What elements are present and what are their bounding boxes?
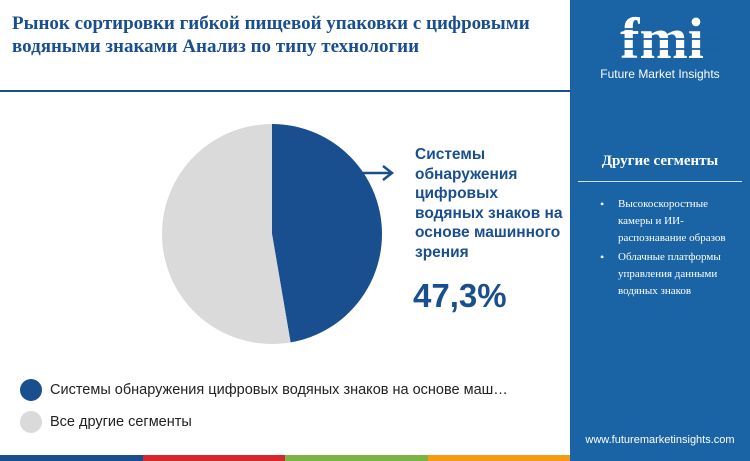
sidebar-item-cloud: Облачные платформы управления данными во…	[578, 249, 728, 300]
legend-label-1: Все другие сегменты	[50, 414, 192, 430]
callout-value: 47,3%	[413, 277, 507, 314]
legend-item-other: Все другие сегменты	[20, 406, 508, 438]
pie-slice-0	[272, 124, 382, 343]
page-title: Рынок сортировки гибкой пищевой упаковки…	[12, 13, 530, 57]
legend-swatch-1	[20, 411, 42, 433]
callout-arrow-icon	[358, 165, 395, 181]
chart-legend: Системы обнаружения цифровых водяных зна…	[20, 374, 508, 438]
sidebar-item-cameras: Высокоскоростные камеры и ИИ-распознаван…	[578, 196, 728, 247]
footer-url[interactable]: www.futuremarketinsights.com	[585, 434, 735, 446]
legend-item-machine-vision: Системы обнаружения цифровых водяных зна…	[20, 374, 508, 406]
title-divider	[0, 90, 570, 92]
fmi-logo: fmi	[602, 8, 722, 68]
pie-chart	[162, 124, 382, 344]
sidebar-heading: Другие сегменты	[601, 153, 719, 169]
bottom-color-bar	[0, 455, 570, 461]
logo-subtitle: Future Market Insights	[600, 67, 720, 81]
sidebar-list: Высокоскоростные камеры и ИИ-распознаван…	[578, 196, 728, 302]
legend-swatch-0	[20, 379, 42, 401]
pie-slice-1	[162, 124, 291, 344]
callout-label: Системы обнаружения цифровых водяных зна…	[415, 146, 563, 261]
legend-label-0: Системы обнаружения цифровых водяных зна…	[50, 382, 508, 398]
sidebar-divider	[578, 181, 742, 182]
